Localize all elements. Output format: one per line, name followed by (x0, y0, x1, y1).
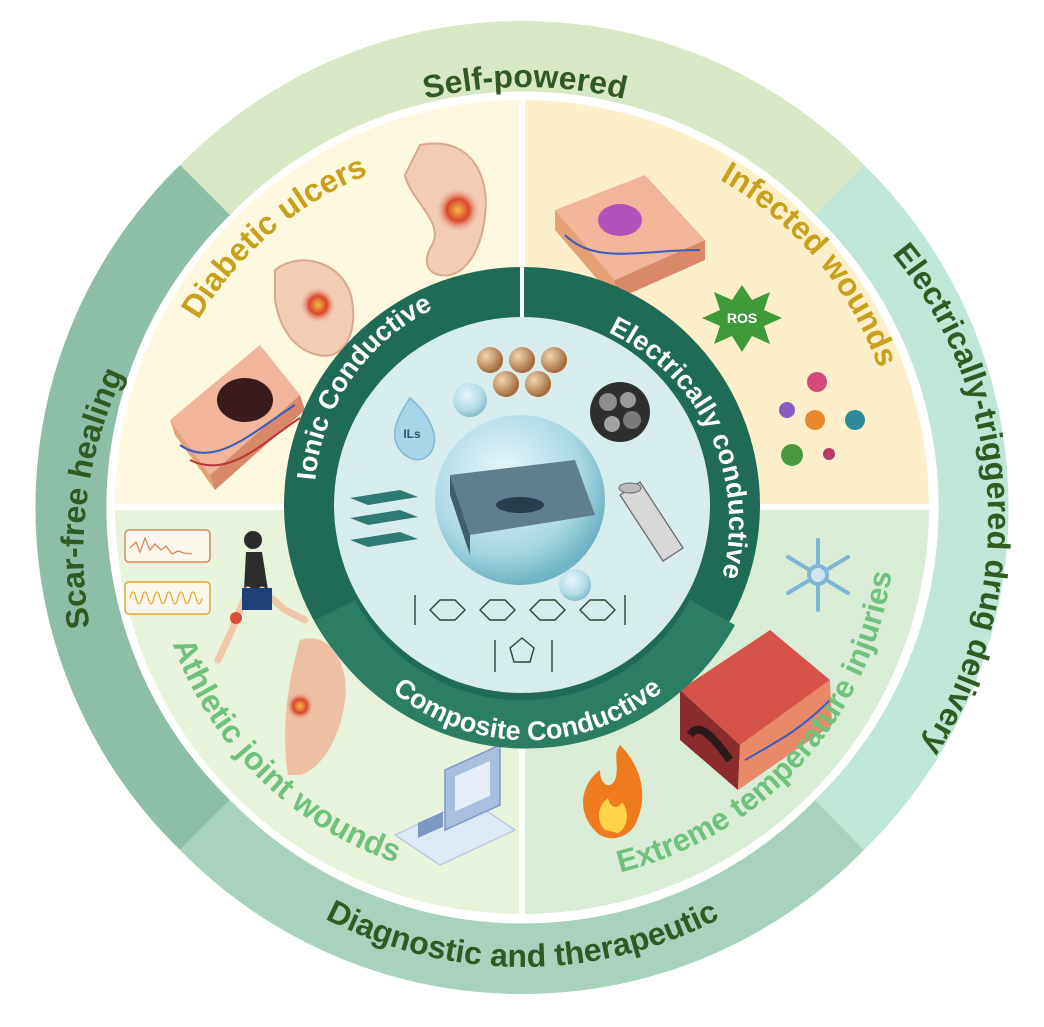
foot-sole-image (274, 259, 355, 357)
ros-badge: ROS (702, 285, 782, 352)
hydrogel-block (450, 460, 595, 555)
extreme-temperature-illustrations (583, 538, 850, 839)
snowflake-icon (786, 538, 850, 612)
outer-segment-right (815, 165, 1009, 850)
graphene-layers-icon (350, 490, 418, 547)
ros-label: ROS (727, 310, 757, 326)
signal-chart-bottom (124, 581, 211, 615)
skin-cross-section-diabetic (170, 345, 305, 490)
outer-ring (35, 20, 1009, 995)
small-bubble-icon (559, 569, 591, 601)
carbon-nanotube-icon (618, 481, 684, 562)
burned-skin-block (680, 630, 832, 790)
ils-label: ILs (403, 427, 421, 441)
diabetic-ulcers-illustrations (170, 142, 487, 490)
knee-image (285, 638, 346, 775)
inner-ring-composite-segment (315, 600, 735, 749)
polymer-structure-icon (414, 595, 626, 672)
ionic-liquid-drop-icon: ILs (393, 396, 436, 461)
signal-chart-top (124, 529, 211, 563)
foot-side-image (403, 142, 487, 277)
core-illustrations: ILs (350, 347, 684, 672)
computer-icon (393, 743, 517, 866)
nanoparticle-spheres-icon (477, 347, 567, 397)
flame-icon (583, 745, 643, 839)
skin-cross-section-infected (555, 175, 705, 300)
small-bubble-icon (453, 383, 487, 417)
bacteria-icon (779, 372, 865, 466)
runner-figure (214, 531, 309, 664)
outer-segment-bottom (180, 800, 864, 995)
outer-segment-top (180, 20, 864, 215)
sem-sphere-icon (590, 382, 650, 442)
infected-wounds-illustrations: ROS (555, 175, 865, 466)
athletic-joint-illustrations (124, 529, 517, 866)
outer-segment-left (35, 165, 231, 850)
self-powered-label: Self-powered (419, 58, 630, 106)
